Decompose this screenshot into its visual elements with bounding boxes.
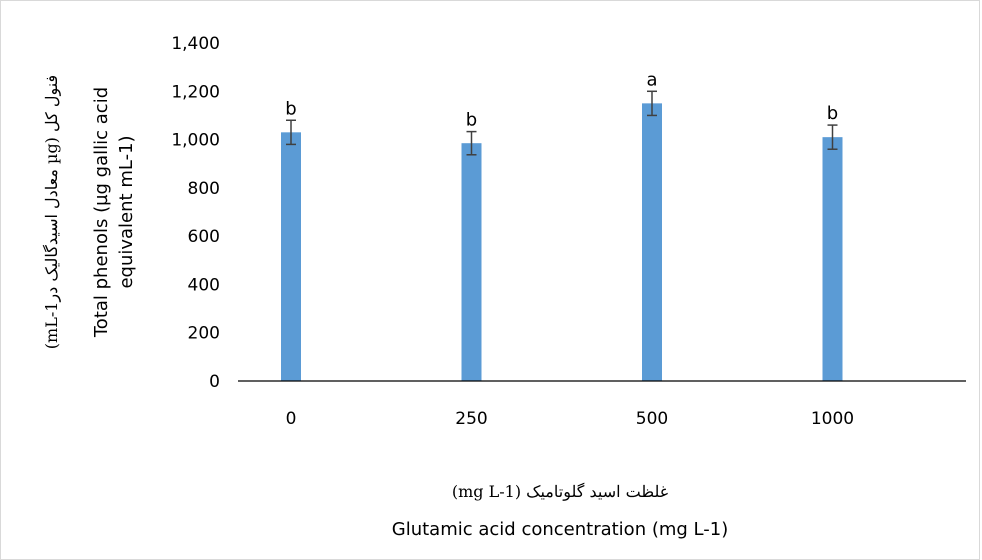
- bar: [822, 137, 843, 381]
- error-bars: [286, 90, 838, 156]
- significance-letter: b: [285, 98, 296, 119]
- significance-letter: b: [466, 110, 477, 131]
- significance-letter: a: [646, 69, 657, 90]
- x-tick-label: 500: [636, 409, 668, 429]
- y-tick-label: 600: [188, 227, 220, 247]
- bar: [281, 132, 301, 381]
- y-tick-label: 400: [188, 275, 220, 295]
- y-tick-label: 0: [209, 372, 220, 392]
- x-tick-label: 0: [286, 409, 297, 429]
- significance-letters: b b a b: [285, 69, 838, 130]
- bar-chart: 0 200 400 600 800 1,000 1,200 1,400 b b a b 0 250 50…: [42, 34, 966, 540]
- y-axis-ticks: 0 200 400 600 800 1,000 1,200 1,400: [171, 34, 220, 392]
- y-tick-label: 800: [188, 179, 220, 199]
- x-tick-label: 1000: [811, 409, 854, 429]
- x-tick-label: 250: [455, 409, 487, 429]
- y-axis-label-persian: فنول کل (µg معادل اسیدگالیک درmL-1): [42, 75, 61, 349]
- x-axis-ticks: 0 250 500 1000: [286, 409, 855, 429]
- x-axis-label: Glutamic acid concentration (mg L-1): [392, 519, 728, 540]
- y-tick-label: 1,200: [171, 82, 220, 102]
- y-tick-label: 200: [188, 324, 220, 344]
- bar: [642, 103, 662, 381]
- y-tick-label: 1,400: [171, 34, 220, 54]
- x-axis-label-persian: غلظت اسید گلوتامیک (mg L-1): [452, 482, 668, 501]
- significance-letter: b: [827, 103, 838, 124]
- y-axis-label-line-1: Total phenols (µg gallic acid: [91, 87, 112, 338]
- y-axis-label-line-2: equivalent mL-1): [116, 135, 137, 288]
- bar: [461, 143, 482, 381]
- y-tick-label: 1,000: [171, 131, 220, 151]
- bars: [281, 103, 843, 381]
